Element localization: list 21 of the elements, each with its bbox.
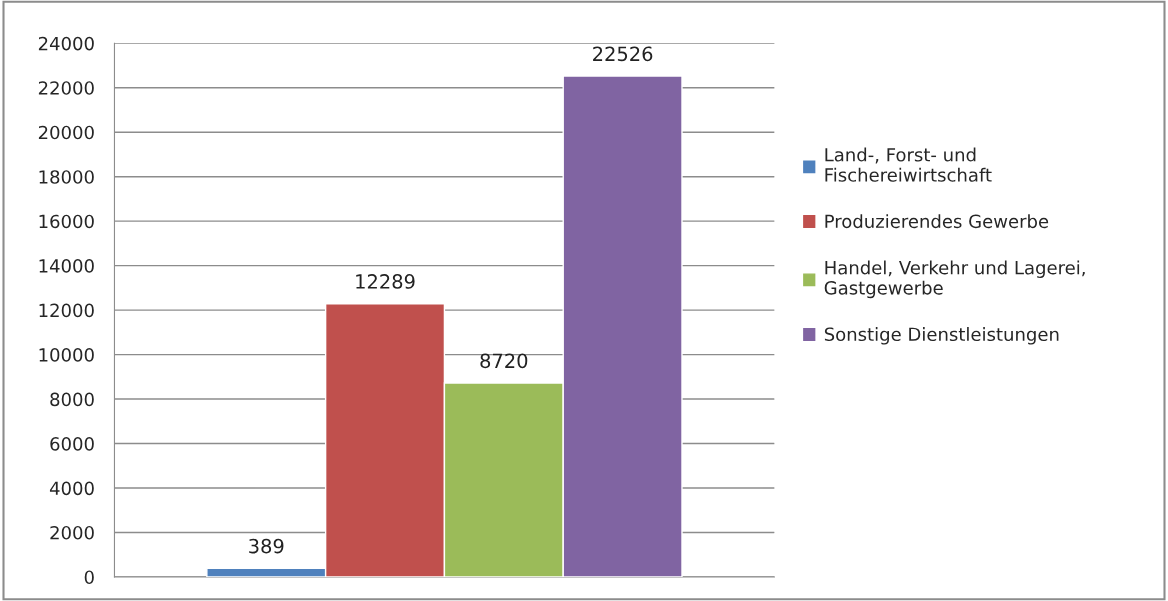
data-label: 12289 bbox=[356, 274, 415, 289]
y-tick-label: 20000 bbox=[38, 125, 94, 140]
y-tick-label: 22000 bbox=[38, 81, 94, 95]
y-tick-label: 2000 bbox=[50, 525, 94, 540]
legend-label: Produzierendes Gewerbe bbox=[825, 214, 1049, 229]
legend-label: Handel, Verkehr und Lagerei, Gastgewerbe bbox=[824, 260, 1085, 299]
y-tick-label: 16000 bbox=[39, 214, 94, 229]
legend-label: Sonstige Dienstleistungen bbox=[824, 327, 1059, 345]
legend-label: Land-, Forst- und Fischereiwirtschaft bbox=[825, 147, 992, 182]
y-tick-label: 4000 bbox=[49, 481, 94, 496]
y-tick-label: 18000 bbox=[39, 170, 94, 184]
y-tick-label: 10000 bbox=[39, 348, 94, 362]
data-label: 8720 bbox=[480, 353, 528, 369]
y-tick-label: 8000 bbox=[50, 392, 94, 407]
y-tick-label: 0 bbox=[84, 570, 94, 585]
y-tick-label: 24000 bbox=[38, 36, 94, 51]
y-tick-label: 12000 bbox=[39, 303, 94, 318]
y-tick-label: 14000 bbox=[39, 259, 94, 273]
y-tick-label: 6000 bbox=[50, 437, 94, 451]
data-label: 389 bbox=[249, 538, 284, 554]
data-label: 22526 bbox=[593, 46, 653, 62]
